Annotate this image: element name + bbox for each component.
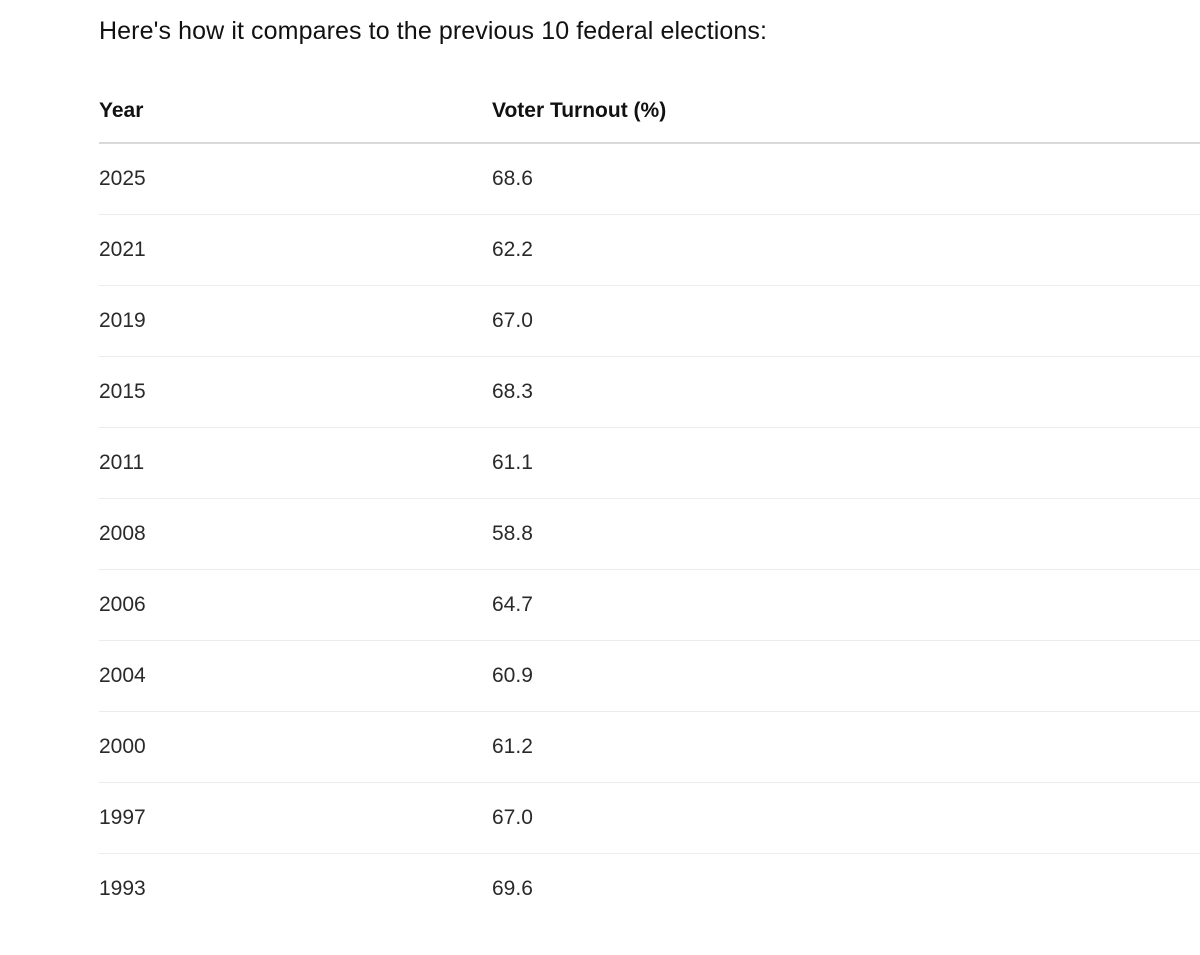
turnout-cell: 69.6 [492,877,533,900]
year-cell: 2025 [99,143,492,215]
table-body: 2025 68.6 2021 62.2 2019 67.0 2015 68.3 … [99,143,1200,924]
table-header: Year Voter Turnout (%) [99,80,1200,144]
table-row: 1997 67.0 [99,782,1200,854]
table-row: 2004 60.9 [99,640,1200,712]
turnout-cell: 60.9 [492,640,1200,712]
table-row: 2021 62.2 [99,214,1200,286]
year-cell: 2008 [99,498,492,570]
year-column-header: Year [99,80,492,144]
turnout-cell: 61.1 [492,427,1200,499]
table-row: 2000 61.2 [99,711,1200,783]
year-cell: 2006 [99,569,492,641]
year-cell: 2015 [99,356,492,428]
table-row: 2008 58.8 [99,498,1200,570]
table-row: 2011 61.1 [99,427,1200,499]
year-cell: 2000 [99,711,492,783]
turnout-cell: 67.0 [492,285,1200,357]
turnout-cell: 64.7 [492,569,1200,641]
year-cell: 2019 [99,285,492,357]
year-cell: 1993 [99,877,146,900]
table-row: 2025 68.6 [99,143,1200,215]
table-row: 2019 67.0 [99,285,1200,357]
year-cell: 2004 [99,640,492,712]
year-cell: 2021 [99,214,492,286]
turnout-column-header: Voter Turnout (%) [492,80,1200,144]
table-header-row: Year Voter Turnout (%) [99,80,1200,144]
turnout-table: Year Voter Turnout (%) 2025 68.6 2021 62… [99,80,1200,924]
table-row: 1993 69.6 [99,854,1200,925]
turnout-cell: 68.3 [492,356,1200,428]
table-row: 2015 68.3 [99,356,1200,428]
turnout-cell: 68.6 [492,143,1200,215]
intro-text: Here's how it compares to the previous 1… [99,17,768,45]
turnout-cell: 62.2 [492,214,1200,286]
year-cell: 1997 [99,782,492,854]
year-cell: 2011 [99,427,492,499]
turnout-cell: 67.0 [492,782,1200,854]
turnout-cell: 58.8 [492,498,1200,570]
turnout-cell: 61.2 [492,711,1200,783]
table-row: 2006 64.7 [99,569,1200,641]
